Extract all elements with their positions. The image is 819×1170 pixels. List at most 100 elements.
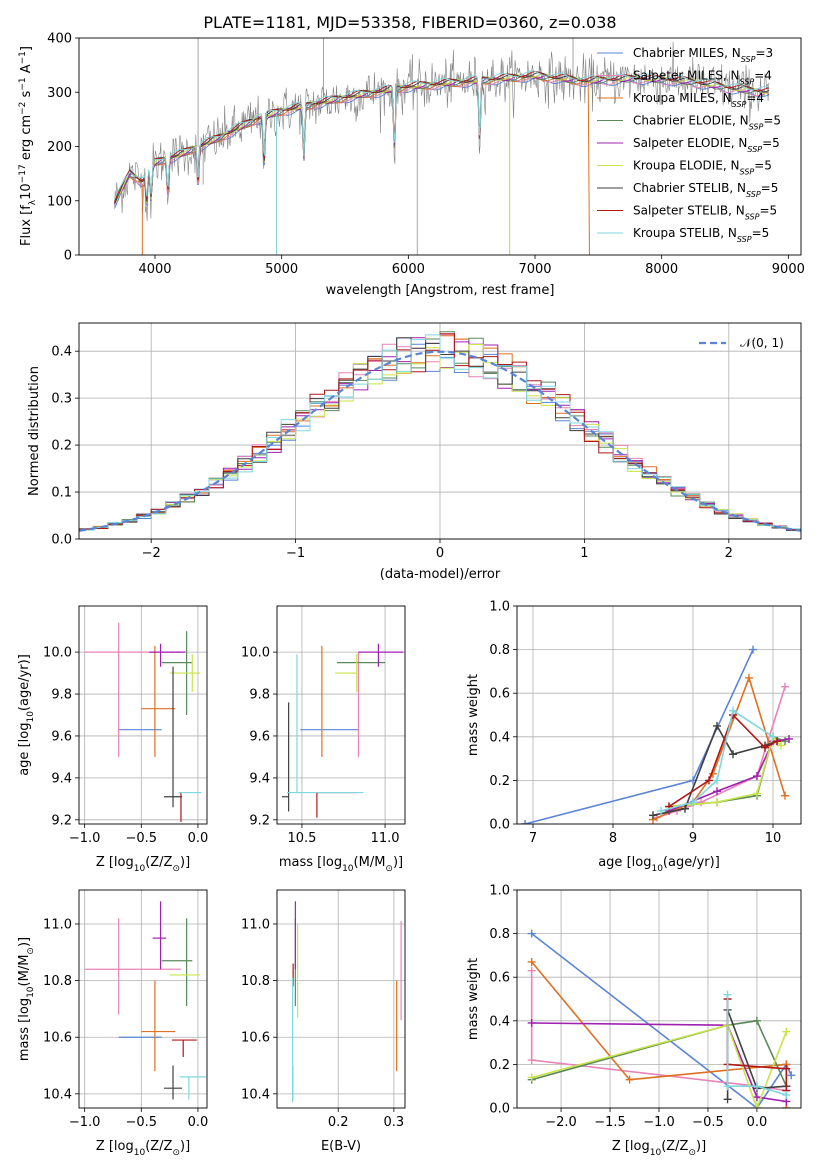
- spectrum-model-line: [114, 75, 588, 204]
- spectrum-ylabel: Flux [fλ10−17 erg cm−2 s−1 A−1]: [18, 46, 38, 246]
- mass-weight-marker: [705, 776, 713, 785]
- mass-weight-marker: [753, 772, 761, 781]
- legend-entry: Salpeter STELIB, NSSP=5: [633, 204, 777, 222]
- y-tick-label: 10.6: [241, 1031, 270, 1046]
- mass_vs_Z-ylabel: mass [log10(M/M⊙)]: [17, 937, 36, 1061]
- x-tick-label: 1: [580, 546, 588, 561]
- spectrum-plot-area: [114, 38, 770, 255]
- y-tick-label: 10.0: [43, 646, 72, 661]
- mw_vs_age-ylabel: mass weight: [466, 674, 481, 756]
- age_vs_Z-plot-area: [84, 622, 202, 822]
- x-tick-label: 0.0: [188, 831, 209, 846]
- age_vs_Z-frame: [78, 605, 208, 825]
- mass-weight-marker: [723, 990, 732, 999]
- x-tick-label: 8: [609, 831, 617, 846]
- y-tick-label: 0.8: [489, 927, 510, 942]
- mass-weight-marker: [649, 811, 657, 820]
- mass-weight-marker: [777, 741, 785, 750]
- y-tick-label: 9.6: [51, 729, 72, 744]
- mass-weight-marker: [681, 804, 689, 813]
- legend-entry: Kroupa ELODIE, NSSP=5: [633, 159, 772, 177]
- x-tick-label: 10: [765, 831, 782, 846]
- mw_vs_age-frame: [516, 605, 802, 825]
- mass_vs_Z-axes: −1.0 −0.5 0.0 10.4 10.6 10.8 11.0: [43, 890, 208, 1130]
- mass_vs_Z-frame: [78, 889, 208, 1109]
- mw_vs_age-axes: 7 8 9 10 0.0 0.2 0.4 0.6 0.8 1.0: [489, 600, 801, 846]
- y-tick-label: 10.4: [43, 1087, 72, 1102]
- x-tick-label: 10.5: [287, 831, 316, 846]
- spectrum-legend: Chabrier MILES, NSSP=3 Salpeter MILES, NS…: [597, 46, 781, 244]
- age_vs_Z-axes: −1.0 −0.5 0.0 9.2 9.4 9.6 9.8 10.0: [43, 606, 208, 846]
- mw_vs_Z-plot-area: [527, 929, 796, 1108]
- x-tick-label: 0.0: [747, 1115, 768, 1130]
- mass-weight-marker: [749, 645, 757, 654]
- mass-weight-marker: [527, 1018, 536, 1027]
- x-tick-label: 9000: [772, 262, 805, 277]
- y-tick-label: 9.6: [249, 729, 270, 744]
- age_vs_Z-xlabel: Z [log10(Z/Z⊙)]: [96, 855, 190, 874]
- mw_vs_Z-ylabel: mass weight: [466, 958, 481, 1040]
- legend-entry: Chabrier MILES, NSSP=3: [633, 46, 773, 64]
- y-tick-label: 10.8: [43, 974, 72, 989]
- y-tick-label: 0: [64, 249, 72, 264]
- x-tick-label: −0.5: [692, 1115, 724, 1130]
- mw_vs_Z-frame: [516, 889, 802, 1109]
- y-tick-label: 9.4: [249, 771, 270, 786]
- x-tick-label: −2.0: [545, 1115, 577, 1130]
- age_vs_mass-axes: 10.5 11.0 9.2 9.4 9.6 9.8 10.0: [241, 606, 405, 846]
- y-tick-label: 10.6: [43, 1031, 72, 1046]
- mass-weight-marker: [761, 743, 769, 752]
- x-tick-label: 4000: [138, 262, 171, 277]
- y-tick-label: 300: [47, 86, 72, 101]
- spectrum-frame: [78, 37, 802, 256]
- legend-entry: Chabrier ELODIE, NSSP=5: [633, 114, 781, 132]
- y-tick-label: 0.4: [51, 345, 72, 360]
- spectrum-model-line: [114, 70, 770, 202]
- y-tick-label: 200: [47, 140, 72, 155]
- x-tick-label: −1: [286, 546, 305, 561]
- mass-weight-marker: [713, 776, 721, 785]
- legend-entry: Salpeter MILES, NSSP=4: [633, 69, 772, 87]
- y-tick-label: 0.2: [489, 1058, 510, 1073]
- age_vs_mass-plot-area: [281, 643, 404, 818]
- mass-weight-marker: [787, 1071, 796, 1080]
- mass-weight-marker: [781, 682, 789, 691]
- mass-weight-marker: [713, 787, 721, 796]
- mass-weight-marker: [752, 1093, 761, 1102]
- mass_vs_Z-plot-area: [84, 901, 206, 1100]
- mass-weight-marker: [753, 789, 761, 798]
- x-tick-label: 7: [529, 831, 537, 846]
- x-tick-label: −0.5: [126, 831, 158, 846]
- mass-weight-marker: [752, 1104, 761, 1108]
- y-tick-label: 0.1: [51, 486, 72, 501]
- spectrum-title: PLATE=1181, MJD=53358, FIBERID=0360, z=0…: [203, 13, 616, 32]
- y-tick-label: 0.6: [489, 687, 510, 702]
- mass-weight-marker: [527, 966, 536, 975]
- x-tick-label: −0.5: [126, 1115, 158, 1130]
- mass-weight-marker: [729, 750, 737, 759]
- y-tick-label: 0.8: [489, 643, 510, 658]
- y-tick-label: 9.2: [249, 813, 270, 828]
- mass-weight-marker: [745, 673, 753, 682]
- spectrum-model-drop: [587, 81, 590, 255]
- y-tick-label: 11.0: [241, 917, 270, 932]
- mass-weight-marker: [782, 1027, 791, 1036]
- spectrum-data-line: [114, 41, 770, 221]
- y-tick-label: 9.2: [51, 813, 72, 828]
- mw_vs_Z-axes: −2.0 −1.5 −1.0 −0.5 0.0 0.0 0.2 0.4 0.6 0.8 1.0: [489, 884, 801, 1130]
- mw_vs_Z-xlabel: Z [log10(Z/Z⊙)]: [612, 1139, 706, 1158]
- residuals-legend: 𝒩(0, 1): [740, 336, 784, 350]
- y-tick-label: 0.6: [489, 971, 510, 986]
- y-tick-label: 0.4: [489, 1014, 510, 1029]
- x-tick-label: −1.5: [594, 1115, 626, 1130]
- mass-weight-marker: [723, 1082, 732, 1091]
- y-tick-label: 9.8: [249, 688, 270, 703]
- legend-entry: Chabrier STELIB, NSSP=5: [633, 181, 778, 199]
- y-tick-label: 0.4: [489, 730, 510, 745]
- residuals-frame: [78, 322, 802, 540]
- mass-weight-marker: [527, 957, 536, 966]
- mass_vs_Z-xlabel: Z [log10(Z/Z⊙)]: [96, 1139, 190, 1158]
- x-tick-label: 0.0: [188, 1115, 209, 1130]
- y-tick-label: 9.4: [51, 771, 72, 786]
- mass-weight-marker: [625, 1075, 634, 1084]
